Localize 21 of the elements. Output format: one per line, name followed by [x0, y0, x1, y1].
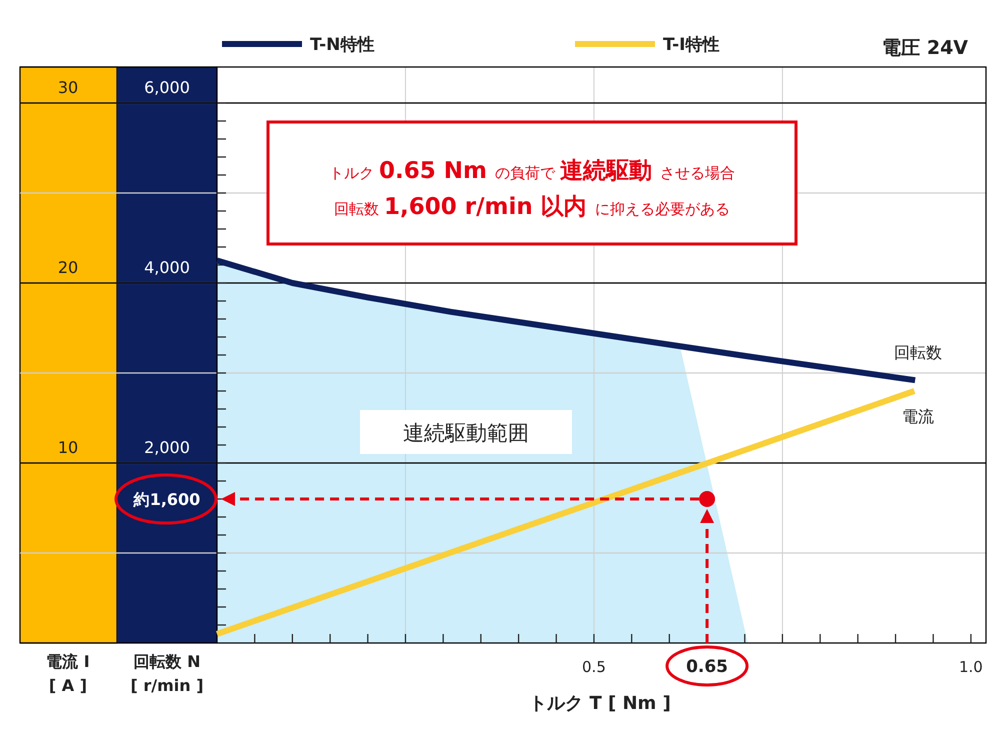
y2-tick-label: 30: [58, 78, 78, 97]
y-axis-title: 回転数 N [ r/min ]: [130, 652, 204, 695]
y2-tick-label: 20: [58, 258, 78, 277]
y-tick-label: 6,000: [144, 78, 190, 97]
annotation: 回転数: [894, 343, 942, 362]
y-tick-label: 2,000: [144, 438, 190, 457]
y2-tick-label: 10: [58, 438, 78, 457]
x-tick-label: 0.65: [686, 657, 728, 677]
annotation: 回転数 1,600 r/min 以内 に抑える必要がある: [334, 194, 730, 220]
x-tick-label: 1.0: [958, 658, 983, 676]
annotation: トルク 0.65 Nm の負荷で 連続駆動 させる場合: [329, 158, 735, 184]
annotation: 連続駆動範囲: [403, 421, 529, 445]
y2-axis-title: 電流 I [ A ]: [46, 652, 90, 695]
annotation: 電流: [902, 407, 934, 426]
text: 約1,600: [132, 490, 200, 509]
y-tick-label: 4,000: [144, 258, 190, 277]
x-tick-label: 0.5: [582, 658, 606, 676]
chart-title: 電圧 24V: [882, 37, 968, 59]
legend-label: T-N特性: [310, 35, 374, 55]
x-axis-title: トルク T [ Nm ]: [529, 693, 671, 714]
legend-label: T-I特性: [663, 35, 720, 55]
